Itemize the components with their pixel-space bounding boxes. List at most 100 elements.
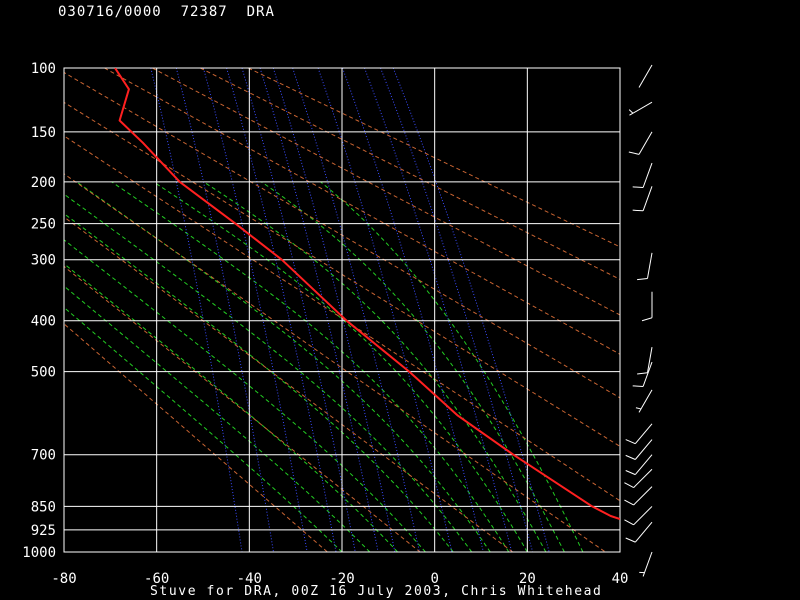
wind-barb-staff bbox=[642, 551, 653, 577]
dry-adiabat-line bbox=[64, 173, 606, 552]
pressure-tick-label: 100 bbox=[31, 61, 56, 77]
wind-barbs bbox=[624, 64, 653, 577]
wind-barb-staff bbox=[633, 468, 653, 488]
wind-barb-half-feather bbox=[628, 109, 634, 114]
pressure-tick-label: 850 bbox=[31, 499, 56, 515]
temperature-tick-label: -20 bbox=[329, 571, 354, 587]
temperature-profile bbox=[114, 68, 620, 521]
wind-barb bbox=[637, 347, 653, 375]
mixing-ratio-line bbox=[392, 68, 550, 552]
wind-barb bbox=[625, 423, 653, 445]
wind-barb-staff bbox=[629, 101, 653, 116]
header-station-id: 72387 bbox=[180, 4, 228, 20]
dry-adiabat-line bbox=[64, 216, 514, 552]
wind-barb-feather bbox=[628, 151, 640, 155]
wind-barb bbox=[639, 551, 653, 577]
wind-barb-staff bbox=[642, 162, 653, 188]
dry-adiabat-line bbox=[64, 135, 620, 502]
wind-barb-staff bbox=[633, 486, 653, 506]
plot-frame bbox=[63, 67, 621, 553]
chart-header: 030716/0000 72387 DRA bbox=[58, 4, 275, 20]
moist-adiabats bbox=[64, 181, 584, 552]
temperature-tick-label: 20 bbox=[519, 571, 536, 587]
wind-barb-staff bbox=[642, 186, 653, 211]
pressure-tick-labels: 100 150 200 250 300 400 500 700 850 925 1000 bbox=[22, 61, 56, 561]
dry-adiabat-line bbox=[64, 101, 620, 447]
grid bbox=[63, 67, 621, 553]
header-datetime: 030716/0000 bbox=[58, 4, 162, 20]
wind-barb-feather bbox=[625, 439, 636, 445]
dry-adiabat-line bbox=[64, 323, 328, 552]
wind-barb-staff bbox=[633, 506, 653, 526]
mixing-ratio-line bbox=[364, 68, 513, 552]
wind-barb-feather bbox=[625, 470, 636, 476]
temperature-tick-label: -40 bbox=[237, 571, 262, 587]
wind-barb-feather bbox=[637, 277, 648, 281]
wind-barb bbox=[632, 162, 653, 189]
moist-adiabat-line bbox=[76, 181, 491, 552]
pressure-tick-label: 1000 bbox=[22, 545, 56, 561]
moist-adiabat-line bbox=[64, 285, 371, 552]
moist-adiabat-line bbox=[203, 181, 547, 552]
moist-adiabat-line bbox=[320, 181, 584, 552]
wind-barb-feather bbox=[632, 209, 644, 212]
wind-barb bbox=[625, 521, 653, 543]
wind-barb-feather bbox=[632, 186, 644, 189]
wind-barb-feather bbox=[624, 519, 634, 526]
wind-barb-staff bbox=[634, 521, 653, 543]
wind-barb-feather bbox=[624, 499, 634, 506]
wind-barb bbox=[625, 454, 653, 476]
pressure-tick-label: 925 bbox=[31, 523, 56, 539]
mixing-ratio-line bbox=[317, 68, 453, 552]
moist-adiabat-line bbox=[64, 306, 343, 552]
moist-adiabat-line bbox=[64, 193, 473, 552]
wind-barb-staff bbox=[642, 361, 653, 387]
mixing-ratio-line bbox=[150, 68, 243, 552]
wind-barb-feather bbox=[624, 482, 634, 489]
temperature-line bbox=[114, 68, 620, 521]
wind-barb bbox=[635, 389, 653, 413]
temperature-tick-label: -80 bbox=[51, 571, 76, 587]
wind-barb bbox=[632, 186, 653, 212]
moist-adiabat-line bbox=[153, 181, 528, 552]
pressure-tick-label: 200 bbox=[31, 175, 56, 191]
wind-barb-feather bbox=[625, 537, 636, 543]
wind-barb-feather bbox=[641, 317, 653, 322]
dry-adiabat-line bbox=[64, 71, 620, 399]
temperature-tick-label: 0 bbox=[430, 571, 438, 587]
pressure-tick-label: 400 bbox=[31, 314, 56, 330]
wind-barb bbox=[624, 506, 653, 526]
wind-barb-staff bbox=[634, 454, 653, 475]
wind-barb bbox=[628, 131, 653, 155]
wind-barb-feather bbox=[637, 372, 648, 375]
pressure-tick-label: 250 bbox=[31, 217, 56, 233]
mixing-ratio-line bbox=[259, 68, 379, 552]
pressure-tick-label: 150 bbox=[31, 125, 56, 141]
wind-barb-staff bbox=[638, 389, 653, 413]
dry-adiabat-line bbox=[248, 68, 620, 248]
wind-barb bbox=[628, 101, 653, 116]
wind-barb-half-feather bbox=[635, 407, 642, 410]
wind-barb bbox=[624, 468, 653, 489]
chart-caption: Stuve for DRA, 00Z 16 July 2003, Chris W… bbox=[150, 584, 603, 599]
wind-barb-staff bbox=[634, 439, 653, 460]
moist-adiabat-line bbox=[64, 212, 454, 552]
dry-adiabats bbox=[64, 68, 620, 552]
wind-barb bbox=[624, 486, 653, 506]
wind-barb bbox=[638, 64, 653, 88]
pressure-tick-label: 700 bbox=[31, 448, 56, 464]
pressure-tick-label: 300 bbox=[31, 253, 56, 269]
wind-barb bbox=[632, 361, 653, 387]
wind-barb bbox=[641, 291, 653, 322]
moist-adiabat-line bbox=[261, 181, 565, 552]
wind-barb-staff bbox=[638, 64, 653, 88]
wind-barb-feather bbox=[632, 385, 644, 387]
wind-barb-staff bbox=[646, 347, 653, 373]
temperature-tick-label: -60 bbox=[144, 571, 169, 587]
dry-adiabat-line bbox=[104, 68, 620, 355]
pressure-tick-label: 500 bbox=[31, 365, 56, 381]
header-station: DRA bbox=[246, 4, 275, 20]
wind-barb bbox=[625, 439, 653, 460]
wind-barb-staff bbox=[634, 423, 653, 445]
